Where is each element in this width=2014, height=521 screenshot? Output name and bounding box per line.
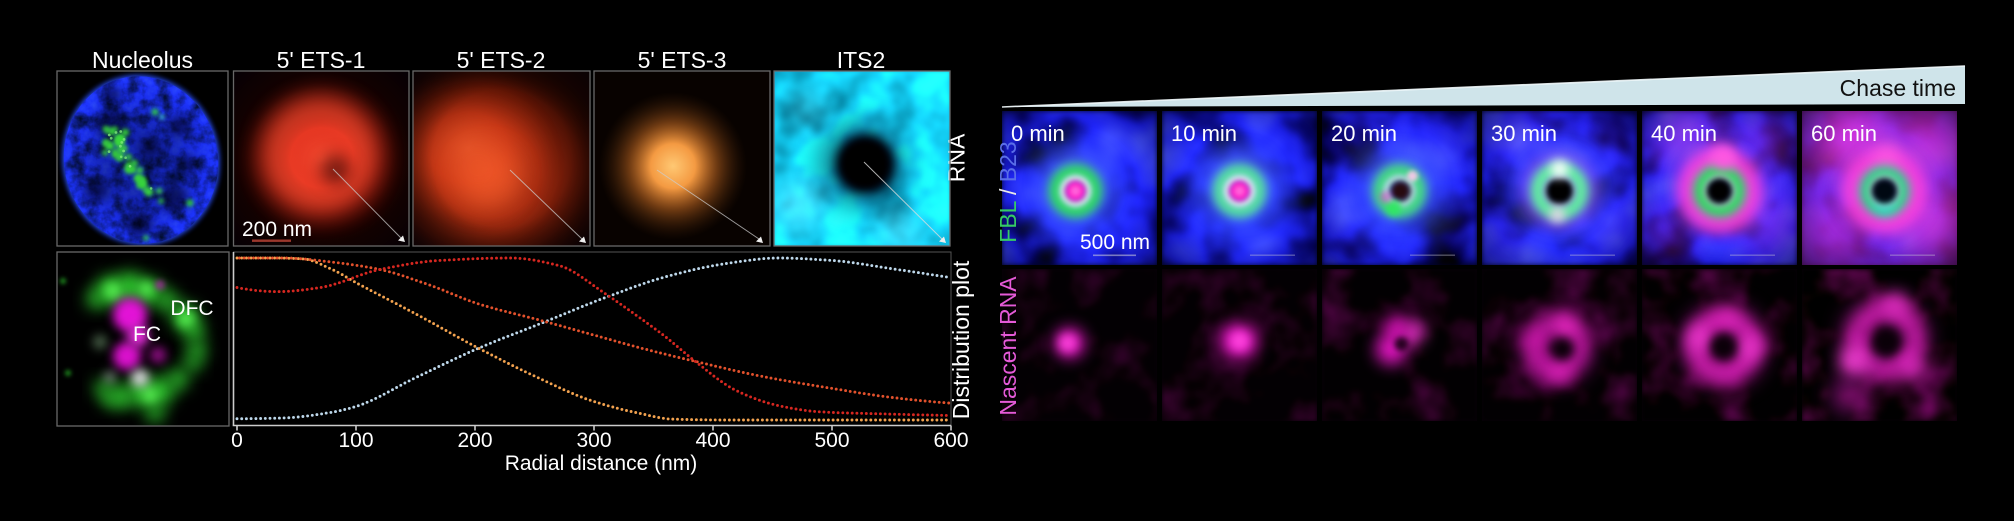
svg-text:0: 0: [231, 429, 243, 452]
svg-text:Radial distance (nm): Radial distance (nm): [505, 452, 698, 475]
svg-text:Chase time: Chase time: [1840, 75, 1956, 101]
svg-text:FC: FC: [133, 323, 161, 346]
svg-text:Nucleolus: Nucleolus: [92, 47, 193, 73]
svg-text:400: 400: [695, 429, 730, 452]
svg-text:30 min: 30 min: [1491, 121, 1557, 146]
svg-text:DFC: DFC: [170, 297, 213, 320]
svg-text:60 min: 60 min: [1811, 121, 1877, 146]
svg-text:5' ETS-1: 5' ETS-1: [277, 47, 366, 73]
svg-text:ITS2: ITS2: [837, 47, 886, 73]
svg-text:Distribution plot: Distribution plot: [948, 260, 974, 419]
svg-text:Nascent RNA: Nascent RNA: [995, 276, 1021, 416]
svg-text:10 min: 10 min: [1171, 121, 1237, 146]
svg-text:500 nm: 500 nm: [1080, 231, 1150, 254]
svg-text:200 nm: 200 nm: [242, 218, 312, 241]
svg-text:600: 600: [933, 429, 968, 452]
svg-text:20 min: 20 min: [1331, 121, 1397, 146]
svg-text:5' ETS-2: 5' ETS-2: [457, 47, 546, 73]
svg-text:40 min: 40 min: [1651, 121, 1717, 146]
svg-text:100: 100: [338, 429, 373, 452]
svg-text:0 min: 0 min: [1011, 121, 1065, 146]
svg-text:300: 300: [576, 429, 611, 452]
svg-text:500: 500: [814, 429, 849, 452]
svg-text:5' ETS-3: 5' ETS-3: [638, 47, 727, 73]
svg-text:RNA: RNA: [944, 133, 970, 182]
svg-text:FBL / B23: FBL / B23: [995, 141, 1021, 242]
svg-text:200: 200: [457, 429, 492, 452]
